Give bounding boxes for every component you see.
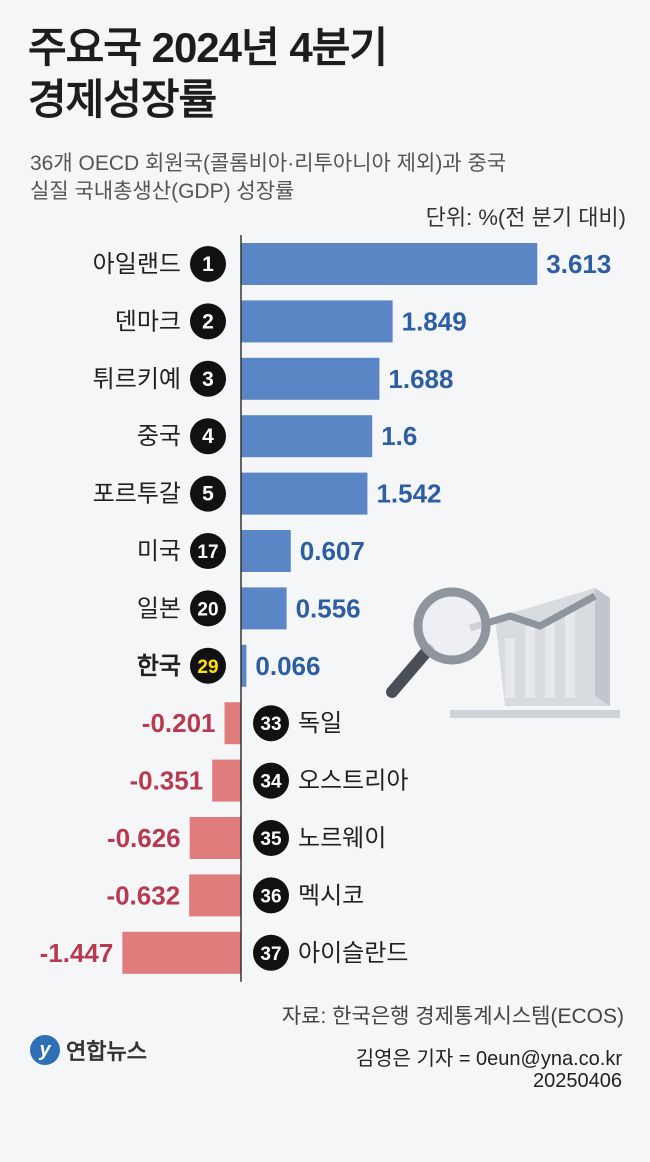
value-label-9: -0.351	[129, 766, 203, 796]
country-label-1: 덴마크	[115, 308, 181, 335]
rank-number-2: 3	[202, 368, 214, 391]
country-label-10: 노르웨이	[298, 825, 386, 852]
rank-number-0: 1	[202, 253, 214, 276]
value-label-4: 1.542	[376, 479, 441, 509]
bar-7	[241, 644, 247, 687]
bar-9	[212, 759, 241, 802]
value-label-3: 1.6	[381, 421, 417, 451]
rank-badge-0	[190, 246, 226, 282]
country-label-5: 미국	[137, 538, 181, 565]
title-line-1: 주요국 2024년 4분기	[28, 24, 388, 71]
value-label-2: 1.688	[388, 364, 453, 394]
value-label-8: -0.201	[142, 708, 216, 738]
country-label-4: 포르투갈	[93, 481, 181, 508]
unit-label: 단위: %(전 분기 대비)	[425, 205, 626, 230]
subtitle-line-2: 실질 국내총생산(GDP) 성장률	[30, 180, 295, 203]
rank-number-8: 33	[260, 714, 281, 735]
publish-date: 20250406	[533, 1070, 622, 1092]
subtitle-line-1: 36개 OECD 회원국(콜롬비아·리투아니아 제외)과 중국	[30, 152, 507, 175]
country-label-8: 독일	[298, 710, 342, 737]
bar-10	[189, 817, 241, 859]
rank-badge-12	[253, 934, 289, 971]
country-label-2: 튀르키예	[93, 366, 181, 393]
bar-chart: 3.613 1 아일랜드 1.849 2 덴마크 1.688 3 튀르키예 1.6 4 중국 1.542…	[40, 235, 611, 982]
rank-badge-3	[190, 418, 226, 455]
rank-badge-9	[253, 762, 289, 799]
value-label-5: 0.607	[300, 536, 365, 566]
country-label-6: 일본	[137, 595, 181, 622]
reporter-credit: 김영은 기자 = 0eun@yna.co.kr	[355, 1048, 622, 1070]
bar-5	[241, 530, 291, 572]
logo-text: 연합뉴스	[66, 1039, 147, 1064]
value-label-6: 0.556	[296, 593, 361, 623]
bar-1	[241, 300, 393, 343]
bar-4	[241, 472, 368, 515]
country-label-12: 아이슬란드	[298, 940, 408, 967]
bar-6	[241, 587, 287, 630]
rank-number-6: 20	[197, 599, 218, 620]
bar-3	[241, 415, 373, 458]
country-label-0: 아일랜드	[93, 251, 181, 278]
bar-12	[122, 931, 241, 974]
value-label-7: 0.066	[255, 651, 320, 681]
country-label-11: 멕시코	[298, 882, 364, 909]
rank-badge-1	[190, 303, 226, 340]
value-label-11: -0.632	[106, 880, 180, 910]
value-label-10: -0.626	[107, 823, 181, 853]
country-label-3: 중국	[137, 423, 181, 450]
logo-icon: y	[30, 1035, 60, 1065]
page-title: 주요국 2024년 4분기 경제성장률	[28, 22, 388, 126]
value-label-1: 1.849	[402, 306, 467, 336]
rank-number-7: 29	[197, 657, 218, 678]
bar-2	[241, 357, 380, 400]
rank-number-4: 5	[202, 483, 214, 506]
magnifier-chart-illustration	[386, 587, 620, 718]
yonhap-logo: y 연합뉴스	[30, 1034, 147, 1066]
rank-number-1: 2	[202, 310, 214, 333]
source-note: 자료: 한국은행 경제통계시스템(ECOS)	[281, 1005, 624, 1028]
rank-badge-5	[190, 533, 226, 569]
rank-badge-8	[253, 705, 289, 742]
rank-badge-2	[190, 360, 226, 397]
country-label-7: 한국	[137, 653, 181, 680]
bar-8	[224, 702, 241, 745]
rank-number-9: 34	[260, 772, 282, 793]
rank-number-12: 37	[260, 944, 281, 965]
rank-badge-4	[190, 475, 226, 512]
rank-badge-6	[190, 590, 226, 627]
subtitle: 36개 OECD 회원국(콜롬비아·리투아니아 제외)과 중국 실질 국내총생산…	[30, 150, 506, 206]
rank-badge-11	[253, 877, 289, 914]
value-label-12: -1.447	[40, 938, 114, 968]
rank-badge-7	[190, 647, 226, 684]
rank-number-11: 36	[260, 886, 281, 907]
rank-number-5: 17	[197, 542, 218, 563]
country-label-9: 오스트리아	[298, 768, 408, 795]
bar-11	[189, 874, 241, 917]
title-line-2: 경제성장률	[28, 76, 217, 123]
rank-number-3: 4	[202, 425, 214, 448]
rank-badge-10	[253, 820, 289, 856]
value-label-0: 3.613	[546, 249, 611, 279]
rank-number-10: 35	[260, 829, 282, 850]
bar-0	[241, 243, 538, 285]
